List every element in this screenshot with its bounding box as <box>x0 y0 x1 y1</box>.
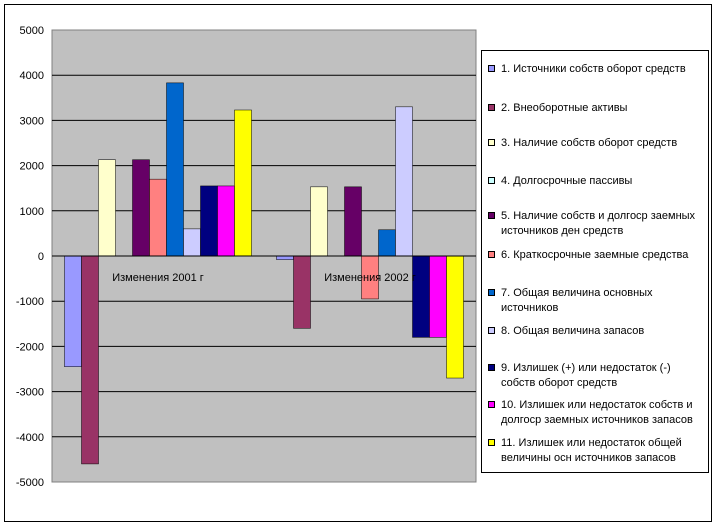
legend-swatch <box>488 139 495 146</box>
legend-label: 8. Общая величина запасов <box>501 325 645 337</box>
bar-series-2-cat-2 <box>293 255 311 329</box>
legend-label: 3. Наличие собств оборот средств <box>501 137 678 149</box>
bar-series-9-cat-2 <box>412 255 430 338</box>
bar-series-2-cat-1 <box>81 255 99 465</box>
x-category-label: Изменения 2001 г <box>112 272 204 284</box>
category-labels: Изменения 2001 г Изменения 2002 г <box>112 272 416 284</box>
legend-swatch <box>488 65 495 72</box>
y-tick-label: 5000 <box>20 25 44 37</box>
bar-series-6-cat-1 <box>149 178 167 257</box>
legend-swatch <box>488 439 495 446</box>
y-tick-label: 1000 <box>20 206 44 218</box>
bar-series-1-cat-1 <box>64 255 82 367</box>
y-tick-label: -5000 <box>16 477 44 489</box>
legend-swatch <box>488 251 495 258</box>
legend-label: 10. Излишек или недостаток собств и долг… <box>501 399 693 426</box>
legend-swatch <box>488 177 495 184</box>
bar-series-11-cat-2 <box>446 255 464 379</box>
legend-label: 5. Наличие собств и долгоср заемных исто… <box>501 210 696 237</box>
bar-series-10-cat-2 <box>429 255 447 338</box>
legend-swatch <box>488 212 495 219</box>
bar-series-1-cat-2 <box>276 255 294 260</box>
y-tick-label: -3000 <box>16 387 44 399</box>
bar-series-10-cat-1 <box>217 185 235 257</box>
y-tick-label: 0 <box>38 251 44 263</box>
y-tick-label: 4000 <box>20 70 44 82</box>
bar-series-7-cat-1 <box>166 82 184 257</box>
y-tick-label: 3000 <box>20 115 44 127</box>
legend-swatch <box>488 104 495 111</box>
bar-series-8-cat-1 <box>183 228 201 257</box>
bar-series-8-cat-2 <box>395 106 413 257</box>
x-category-label: Изменения 2002 г <box>324 272 416 284</box>
bar-series-5-cat-1 <box>132 159 150 257</box>
legend-label: 11. Излишек или недостаток общей величин… <box>501 437 682 464</box>
legend-label: 7. Общая величина основных источников <box>501 287 653 314</box>
legend-label: 6. Краткосрочные заемные средства <box>501 249 689 261</box>
legend-swatch <box>488 289 495 296</box>
legend-label: 9. Излишек (+) или недостаток (-) собств… <box>501 362 671 389</box>
legend-label: 1. Источники собств оборот средств <box>501 63 686 75</box>
y-tick-label: -1000 <box>16 296 44 308</box>
bar-series-5-cat-2 <box>344 186 362 257</box>
bar-series-11-cat-1 <box>234 109 252 257</box>
legend: 1. Источники собств оборот средств 2. Вне… <box>481 50 709 473</box>
bar-series-3-cat-1 <box>98 159 116 257</box>
legend-swatch <box>488 401 495 408</box>
y-tick-label: 2000 <box>20 161 44 173</box>
bar-series-7-cat-2 <box>378 229 396 257</box>
legend-swatch <box>488 364 495 371</box>
legend-label: 4. Долгосрочные пассивы <box>501 175 633 187</box>
legend-label: 2. Внеоборотные активы <box>501 102 628 114</box>
y-tick-label: -2000 <box>16 341 44 353</box>
bar-series-9-cat-1 <box>200 185 218 257</box>
bars <box>64 82 464 465</box>
y-tick-label: -4000 <box>16 432 44 444</box>
legend-swatch <box>488 327 495 334</box>
bar-series-3-cat-2 <box>310 186 328 257</box>
y-axis-ticks: -5000 -4000 -3000 -2000 -1000 0 1000 2000 3000 40… <box>16 25 44 489</box>
